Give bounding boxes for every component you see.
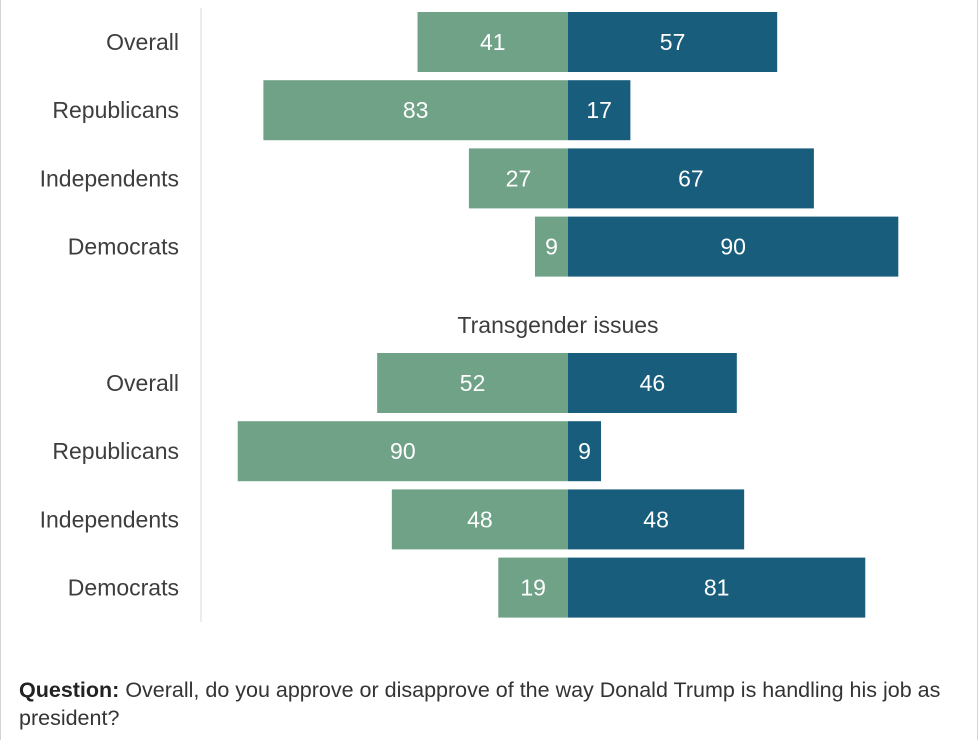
disapprove-value-label: 81 [704, 575, 730, 601]
approve-bar-democrats [534, 216, 568, 277]
disapprove-bar-republicans [568, 421, 602, 482]
approve-bar-overall [417, 12, 568, 72]
disapprove-bar-overall [568, 353, 737, 413]
question-text: Overall, do you approve or disapprove of… [19, 678, 941, 730]
category-label-overall: Overall [106, 370, 179, 396]
category-label-democrats: Democrats [68, 575, 179, 601]
approve-value-label: 48 [467, 506, 493, 532]
category-label-democrats: Democrats [68, 234, 179, 260]
disapprove-value-label: 46 [640, 370, 666, 396]
chart-title-transgender-issues: Transgender issues [457, 312, 658, 338]
approve-bar-overall [377, 353, 568, 413]
disapprove-value-label: 90 [720, 234, 746, 260]
category-label-republicans: Republicans [52, 438, 179, 464]
approve-value-label: 52 [460, 370, 486, 396]
approve-bar-independents [468, 148, 568, 209]
approve-value-label: 19 [520, 575, 546, 601]
disapprove-value-label: 67 [678, 165, 704, 191]
disapprove-value-label: 48 [643, 506, 669, 532]
question-footnote: Question: Overall, do you approve or dis… [19, 676, 954, 732]
category-label-republicans: Republicans [52, 97, 179, 123]
disapprove-bar-independents [568, 489, 745, 550]
disapprove-value-label: 17 [586, 97, 612, 123]
approve-value-label: 83 [403, 97, 429, 123]
approve-value-label: 27 [506, 165, 532, 191]
disapprove-bar-democrats [568, 216, 899, 277]
disapprove-value-label: 57 [660, 29, 686, 55]
approve-value-label: 41 [480, 29, 506, 55]
disapprove-bar-democrats [568, 557, 866, 618]
category-label-independents: Independents [40, 506, 179, 532]
approve-bar-democrats [498, 557, 568, 618]
approve-value-label: 90 [390, 438, 416, 464]
category-label-independents: Independents [40, 165, 179, 191]
disapprove-bar-republicans [568, 80, 631, 141]
question-label: Question: [19, 678, 120, 702]
approve-bar-independents [391, 489, 568, 550]
disapprove-bar-overall [568, 12, 778, 72]
disapprove-bar-independents [568, 148, 814, 209]
approve-bar-republicans [263, 80, 568, 141]
approve-bar-republicans [237, 421, 568, 482]
category-label-overall: Overall [106, 29, 179, 55]
approve-value-label: 9 [545, 234, 558, 260]
disapprove-value-label: 9 [578, 438, 591, 464]
diverging-bar-chart: Transgender issues Overall 41 57 Republican… [40, 8, 899, 622]
